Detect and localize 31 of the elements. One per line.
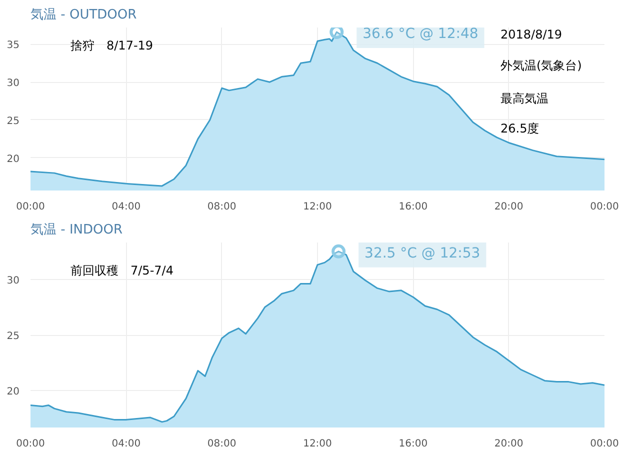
x-tick-label: 08:00 [207, 438, 236, 450]
x-tick-label: 08:00 [207, 202, 236, 212]
annotation: 外気温(気象台) [500, 58, 582, 72]
y-tick-label: 35 [6, 40, 20, 52]
x-tick-label: 12:00 [303, 438, 332, 450]
x-tick-label: 04:00 [112, 438, 141, 450]
annotation: 前回収穫 7/5-7/4 [70, 264, 174, 278]
y-tick-label: 25 [6, 116, 20, 127]
x-tick-label: 00:00 [590, 202, 619, 212]
x-tick-label: 12:00 [303, 202, 332, 212]
x-tick-label: 00:00 [16, 438, 45, 450]
x-tick-label: 20:00 [494, 202, 524, 212]
y-tick-label: 25 [6, 331, 20, 342]
annotation: 32.5 °C @ 12:53 [364, 245, 480, 262]
annotation: 36.6 °C @ 12:48 [362, 26, 478, 42]
y-tick-label: 20 [6, 386, 20, 398]
chart-title: 気温 - INDOOR [30, 222, 123, 238]
y-tick-label: 20 [6, 154, 20, 165]
x-tick-label: 00:00 [16, 202, 45, 212]
annotation: 26.5度 [500, 122, 540, 136]
annotation: 2018/8/19 [500, 28, 562, 42]
y-tick-label: 30 [6, 78, 20, 90]
y-tick-label: 30 [6, 275, 20, 286]
chart-title: 気温 - OUTDOOR [30, 8, 137, 22]
annotation: 捨狩 8/17-19 [70, 38, 154, 52]
annotation: 最高気温 [500, 92, 548, 106]
x-tick-label: 04:00 [112, 202, 141, 212]
x-tick-label: 20:00 [494, 438, 524, 450]
x-tick-label: 00:00 [590, 438, 619, 450]
x-tick-label: 16:00 [398, 202, 428, 212]
x-tick-label: 16:00 [398, 438, 428, 450]
